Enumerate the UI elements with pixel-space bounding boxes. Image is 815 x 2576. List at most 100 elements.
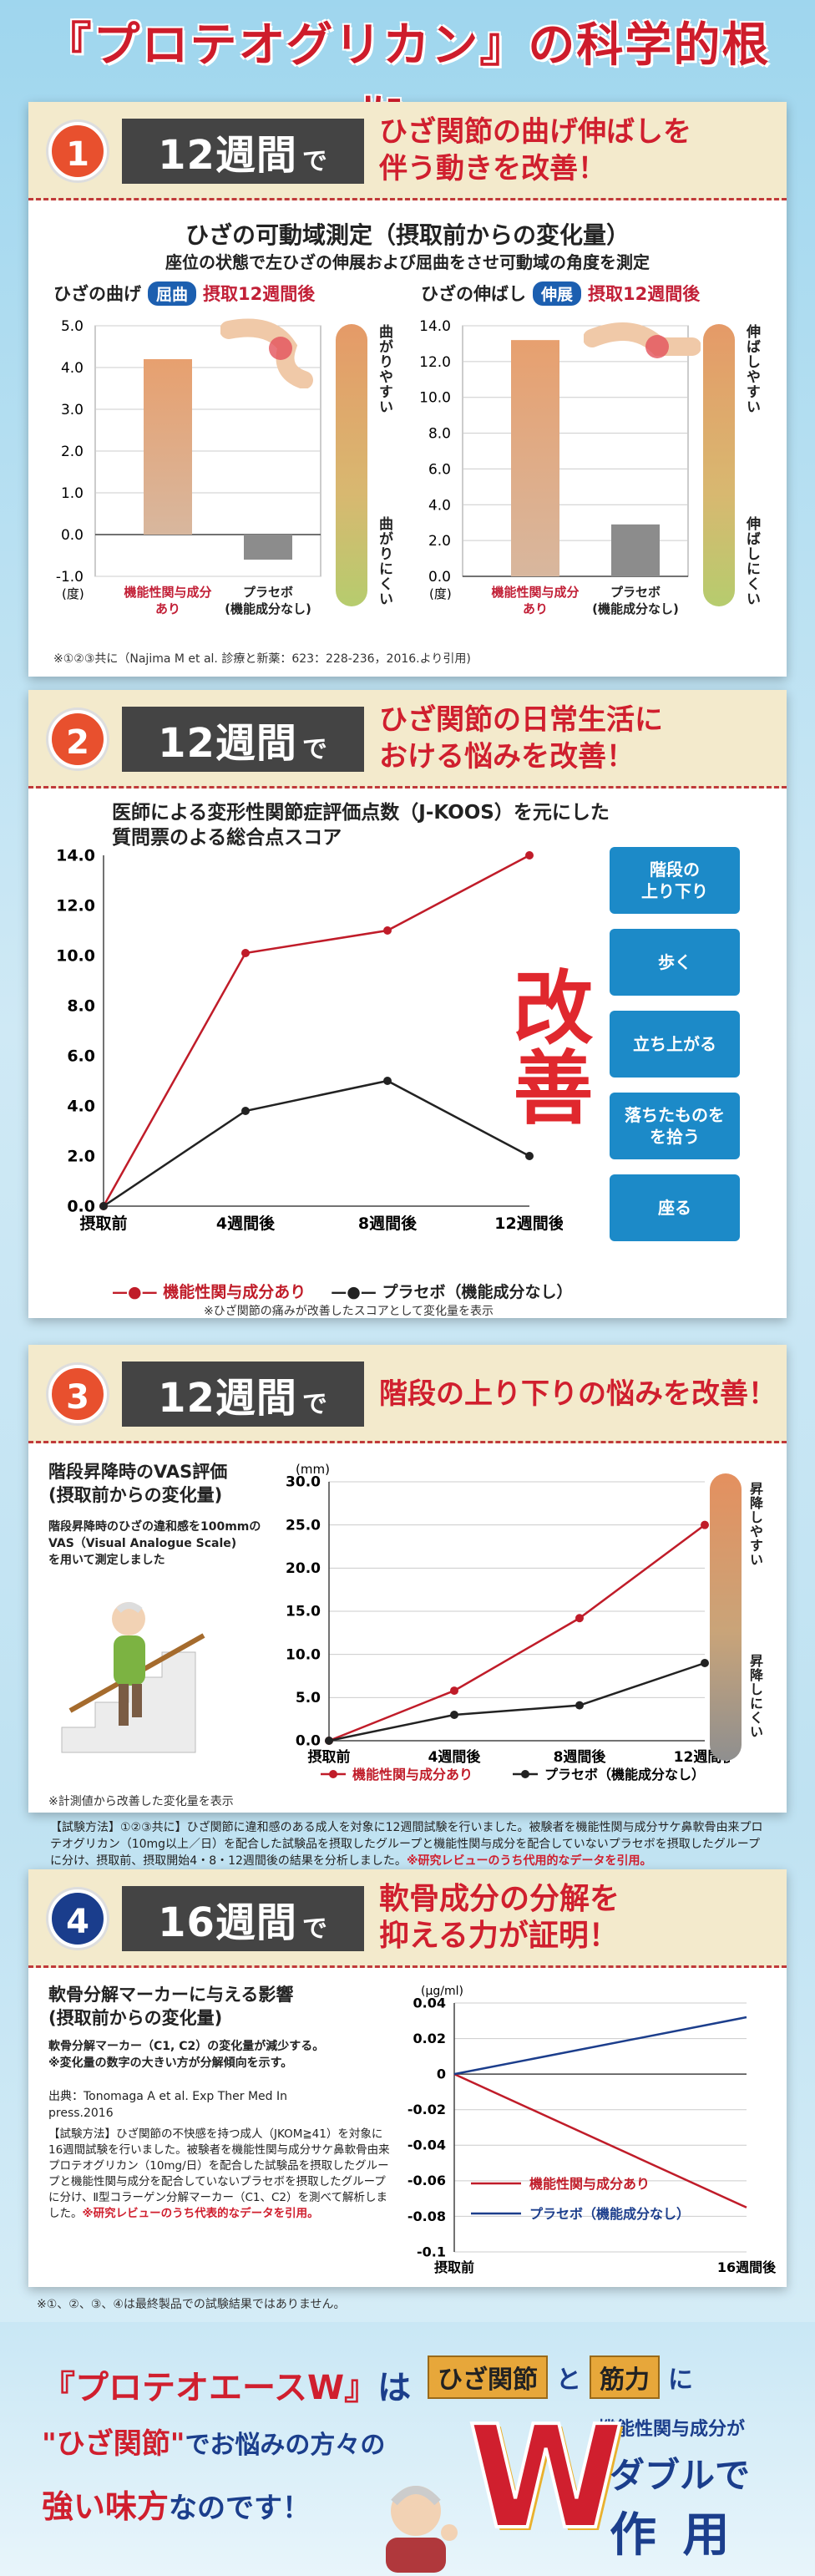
y-unit: (μg/ml) (421, 1985, 463, 1998)
y-tick-label: 0.0 (428, 569, 451, 586)
y-tick-label: 30.0 (286, 1474, 321, 1491)
right-top-label: 伸ばしやすい (743, 324, 760, 414)
y-tick-label: 5.0 (61, 318, 84, 335)
extension-badge: 伸展 (533, 281, 582, 306)
right-panel-header: ひざの伸ばし 伸展 摂取12週間後 (421, 281, 700, 306)
knee-extension-illustration (584, 322, 701, 358)
x-category-label: 機能性関与成分 (124, 585, 211, 600)
data-point (99, 1202, 108, 1210)
y-tick-label: 5.0 (296, 1690, 321, 1706)
data-point (383, 1077, 392, 1085)
sub-label: 機能性関与成分が (598, 2419, 746, 2440)
y-tick-label: -1.0 (56, 569, 84, 586)
banner-line-1: 『プロテオエースW』は (42, 2369, 412, 2407)
right-bottom-label: 伸ばしにくい (743, 516, 760, 606)
x-tick-label: 12週間後 (494, 1214, 563, 1233)
y-unit: (度) (62, 586, 84, 601)
x-category-label: あり (155, 601, 180, 616)
data-point (450, 1711, 458, 1719)
data-point (450, 1686, 458, 1696)
chart-note: ※ひざ関節の痛みが改善したスコアとして変化量を表示 (204, 1305, 494, 1318)
y-tick-label: 4.0 (428, 497, 451, 514)
legend-label: 機能性関与成分あり (529, 2176, 650, 2192)
series-line (102, 854, 530, 1207)
section-2-header: 2 12週間で ひざ関節の日常生活に おける悩みを改善！ (28, 690, 787, 789)
y-tick-label: 3.0 (61, 402, 84, 418)
legend-label: 機能性関与成分あり (352, 1767, 473, 1782)
data-point (241, 949, 250, 957)
activity-button: 落ちたものを を拾う (610, 1093, 740, 1159)
y-tick-label: 2.0 (428, 533, 451, 550)
y-tick-label: 6.0 (428, 461, 451, 478)
chart-title: 医師による変形性関節症評価点数（J-KOOS）を元にした 質問票のよる総合点スコ… (112, 802, 610, 849)
vas-description: 階段昇降時のひざの違和感を100mmの VAS（Visual Analogue … (48, 1520, 261, 1567)
double-label: ダブルで (610, 2455, 751, 2496)
bar (611, 524, 660, 576)
section-2: 2 12週間で ひざ関節の日常生活に おける悩みを改善！ 医師による変形性関節症… (28, 690, 787, 1318)
x-category-label: プラセボ (243, 585, 293, 600)
x-tick-label: 摂取前 (434, 2259, 474, 2275)
y-tick-label: -0.06 (408, 2173, 446, 2188)
marker-source: 出典：Tonomaga A et al. Exp Ther Med In pre… (48, 2090, 288, 2120)
y-tick-label: 0 (437, 2066, 446, 2082)
section-2-body: 医師による変形性関節症評価点数（J-KOOS）を元にした 質問票のよる総合点スコ… (28, 789, 787, 1318)
section-headline: 軟骨成分の分解を 抑える力が証明！ (379, 1882, 620, 1953)
y-tick-label: 10.0 (286, 1646, 321, 1663)
left-bottom-label: 曲がりにくい (376, 516, 392, 606)
y-tick-label: 25.0 (286, 1517, 321, 1534)
big-w: W (466, 2396, 626, 2561)
y-tick-label: 8.0 (67, 996, 95, 1015)
activity-button: 歩く (610, 929, 740, 996)
chart-subtitle: 座位の状態で左ひざの伸展および屈曲をさせ可動域の角度を測定 (165, 252, 650, 272)
y-tick-label: 4.0 (67, 1097, 95, 1115)
series-line (103, 1079, 530, 1208)
data-point (701, 1520, 709, 1529)
left-top-label: 曲がりやすい (376, 324, 392, 414)
x-category-label: (機能成分なし) (225, 601, 311, 616)
data-point (325, 1737, 333, 1745)
tag-knee: ひざ関節 (428, 2355, 548, 2399)
x-tick-label: 4週間後 (216, 1214, 276, 1233)
bar (244, 535, 292, 560)
section-1-header: 1 12週間で ひざ関節の曲げ伸ばしを 伴う動きを改善！ (28, 102, 787, 200)
activity-button: 座る (610, 1174, 740, 1241)
vas-bottom-label: 昇降しにくい (747, 1654, 763, 1739)
data-point (525, 851, 534, 860)
y-tick-label: 0.0 (61, 527, 84, 544)
y-tick-label: 14.0 (419, 318, 451, 335)
x-category-label: プラセボ (610, 585, 661, 600)
weeks-label: 12週間で (122, 1362, 364, 1427)
x-tick-label: 8週間後 (358, 1214, 418, 1233)
series-line (453, 2073, 747, 2208)
x-tick-label: 摂取前 (79, 1214, 127, 1233)
y-tick-label: 2.0 (61, 444, 84, 460)
marker-description: 軟骨分解マーカー（C1, C2）の変化量が減少する。 ※変化量の数字の大きい方が… (48, 2040, 325, 2070)
section-4-header: 4 16週間で 軟骨成分の分解を 抑える力が証明！ (28, 1869, 787, 1968)
activity-button: 階段の 上り下り (610, 847, 740, 914)
section-headline: 階段の上り下りの悩みを改善！ (379, 1377, 777, 1411)
data-point (241, 1107, 250, 1115)
flexion-badge: 屈曲 (148, 281, 197, 306)
y-tick-label: 14.0 (56, 846, 95, 865)
y-tick-label: 0.0 (296, 1733, 321, 1750)
stairs-illustration (61, 1602, 205, 1753)
series-line (328, 1524, 706, 1742)
legend-marker (329, 1770, 337, 1778)
section-4: 4 16週間で 軟骨成分の分解を 抑える力が証明！ 軟骨分解マーカーに与える影響… (28, 1869, 787, 2287)
vas-gradient-bar (710, 1473, 742, 1761)
x-category-label: (機能成分なし) (592, 601, 679, 616)
y-tick-label: 0.0 (67, 1197, 95, 1215)
weeks-label: 16週間で (122, 1886, 364, 1951)
y-tick-label: 4.0 (61, 360, 84, 377)
tag-muscle: 筋力 (590, 2355, 660, 2399)
y-tick-label: -0.02 (408, 2102, 446, 2117)
vas-top-label: 昇降しやすい (747, 1482, 763, 1567)
y-tick-label: 0.04 (413, 1995, 446, 2011)
bottom-banner: 『プロテオエースW』は "ひざ関節"でお悩みの方々の 強い味方なのです！ ひざ関… (0, 2322, 815, 2576)
y-unit: (mm) (296, 1462, 330, 1477)
chart-flexion: 5.0 4.0 3.0 2.0 1.0 0.0 -1.0(度) 機能性関与成分あり プラセボ(機… (56, 318, 321, 616)
y-tick-label: 20.0 (286, 1560, 321, 1577)
section-3: 3 12週間で 階段の上り下りの悩みを改善！ 階段昇降時のVAS評価 (摂取前か… (28, 1345, 787, 1813)
y-tick-label: 10.0 (56, 946, 95, 965)
